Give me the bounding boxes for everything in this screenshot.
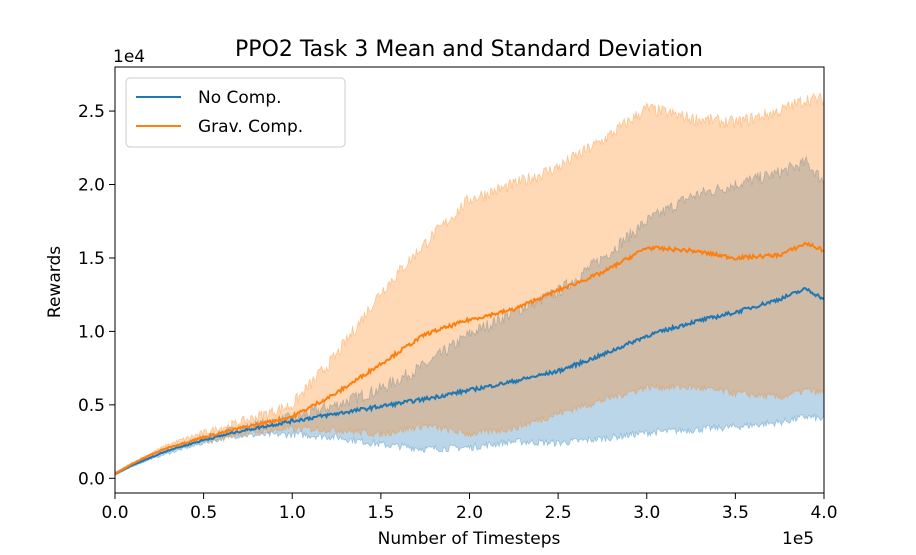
x-tick-label: 0.0 bbox=[101, 503, 128, 523]
chart-title: PPO2 Task 3 Mean and Standard Deviation bbox=[235, 37, 703, 62]
y-offset-label: 1e4 bbox=[113, 47, 145, 67]
legend-label: No Comp. bbox=[198, 88, 282, 108]
x-tick-label: 2.5 bbox=[545, 503, 572, 523]
x-tick-label: 3.5 bbox=[722, 503, 749, 523]
y-tick-label: 1.5 bbox=[78, 249, 105, 269]
y-tick-label: 0.5 bbox=[78, 396, 105, 416]
legend-box bbox=[125, 77, 346, 148]
y-tick-label: 2.5 bbox=[78, 102, 105, 122]
mean-line-0 bbox=[114, 286, 825, 475]
x-axis-label: Number of Timesteps bbox=[378, 529, 561, 549]
plot-area bbox=[114, 66, 825, 494]
mean-line-1 bbox=[114, 241, 825, 475]
x-tick-label: 0.5 bbox=[190, 503, 217, 523]
legend-label: Grav. Comp. bbox=[198, 117, 303, 137]
x-tick-label: 1.5 bbox=[367, 503, 394, 523]
x-tick-label: 3.0 bbox=[633, 503, 660, 523]
x-tick-label: 2.0 bbox=[456, 503, 483, 523]
x-tick-label: 4.0 bbox=[810, 503, 837, 523]
y-tick-label: 2.0 bbox=[78, 176, 105, 196]
legend: No Comp. Grav. Comp. bbox=[125, 77, 346, 148]
y-tick-label: 0.0 bbox=[78, 469, 105, 489]
x-offset-label: 1e5 bbox=[782, 529, 814, 549]
axis-ticks: 0.0 0.5 1.0 1.5 2.0 2.5 3.0 3.5 4.0 0.0 0.5 1.0 1.5 2… bbox=[78, 102, 838, 523]
x-tick-label: 1.0 bbox=[279, 503, 306, 523]
y-tick-label: 1.0 bbox=[78, 322, 105, 342]
y-axis-label: Rewards bbox=[45, 246, 65, 318]
